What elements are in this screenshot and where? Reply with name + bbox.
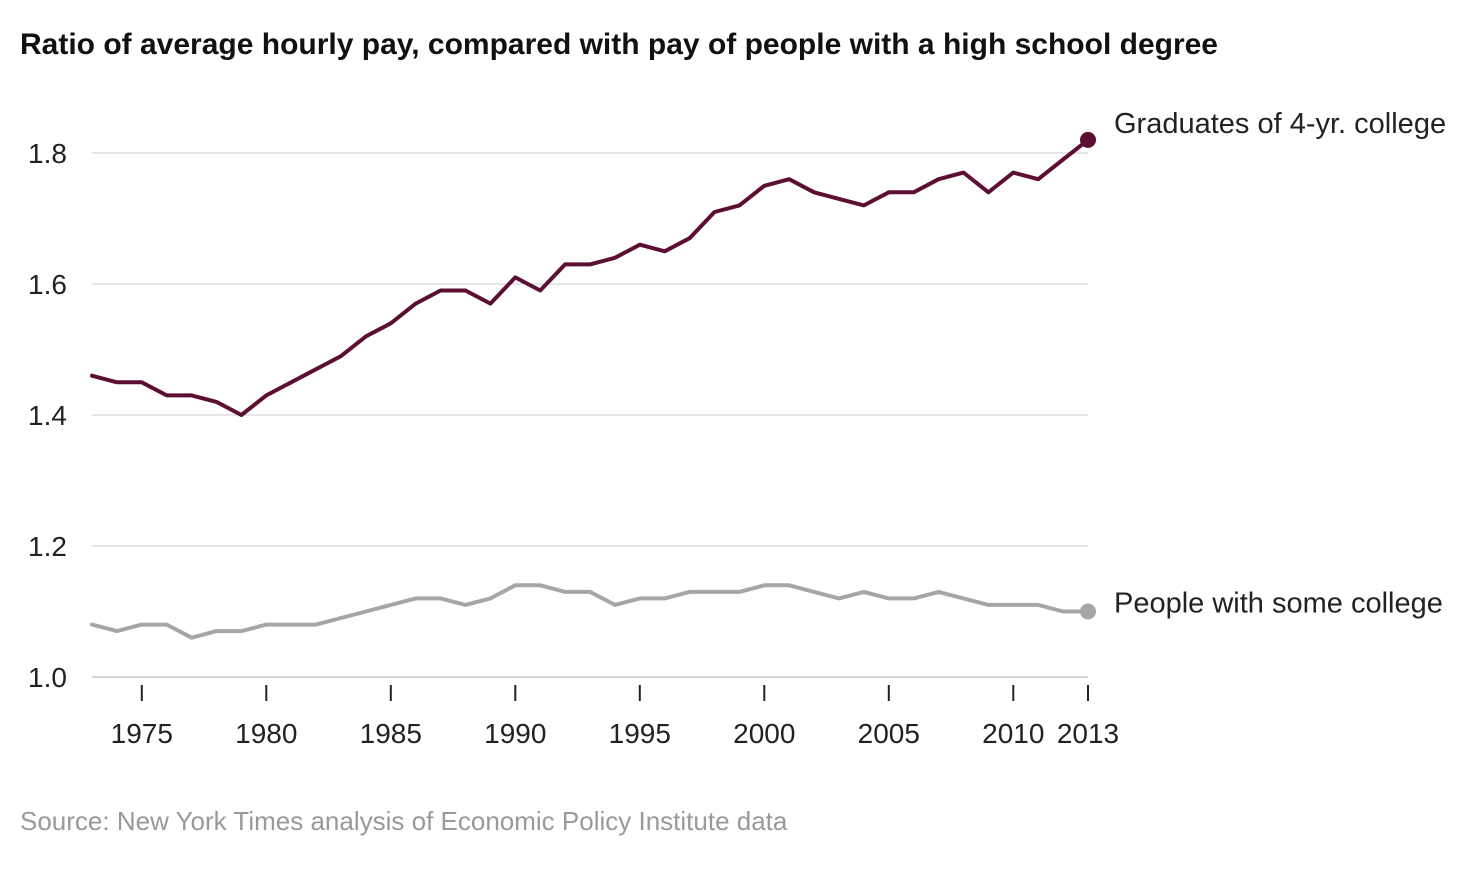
- series-label: Graduates of 4-yr. college: [1114, 108, 1446, 140]
- series-lines: [90, 131, 1096, 640]
- x-tick-label: 1985: [360, 718, 422, 749]
- series-end-dot: [1080, 131, 1096, 148]
- y-tick-label: 1.0: [28, 662, 67, 693]
- x-tick-label: 2005: [858, 718, 920, 749]
- axes: 1.0 1.2 1.4 1.6 1.8 1975 1980 1985 1990 1995 2000 2…: [28, 138, 1119, 749]
- x-tick-label: 2000: [733, 718, 795, 749]
- x-tick-label: 1990: [484, 718, 546, 749]
- x-tick-label: 1980: [235, 718, 297, 749]
- y-tick-label: 1.8: [28, 138, 67, 169]
- y-tick-label: 1.4: [28, 400, 67, 431]
- gridlines: [92, 152, 1088, 678]
- y-tick-label: 1.6: [28, 269, 67, 300]
- series-line: [90, 583, 1090, 640]
- series-labels: Graduates of 4-yr. college People with so…: [1114, 108, 1446, 620]
- chart-title: Ratio of average hourly pay, compared wi…: [20, 28, 1218, 61]
- y-tick-label: 1.2: [28, 531, 67, 562]
- series-line: [90, 137, 1090, 417]
- series-end-dot: [1080, 603, 1096, 620]
- series-label: People with some college: [1114, 588, 1443, 620]
- x-tick-label: 2013: [1057, 718, 1119, 749]
- chart-source: Source: New York Times analysis of Econo…: [20, 806, 788, 836]
- x-tick-label: 1995: [609, 718, 671, 749]
- x-tick-label: 2010: [982, 718, 1044, 749]
- x-tick-label: 1975: [111, 718, 173, 749]
